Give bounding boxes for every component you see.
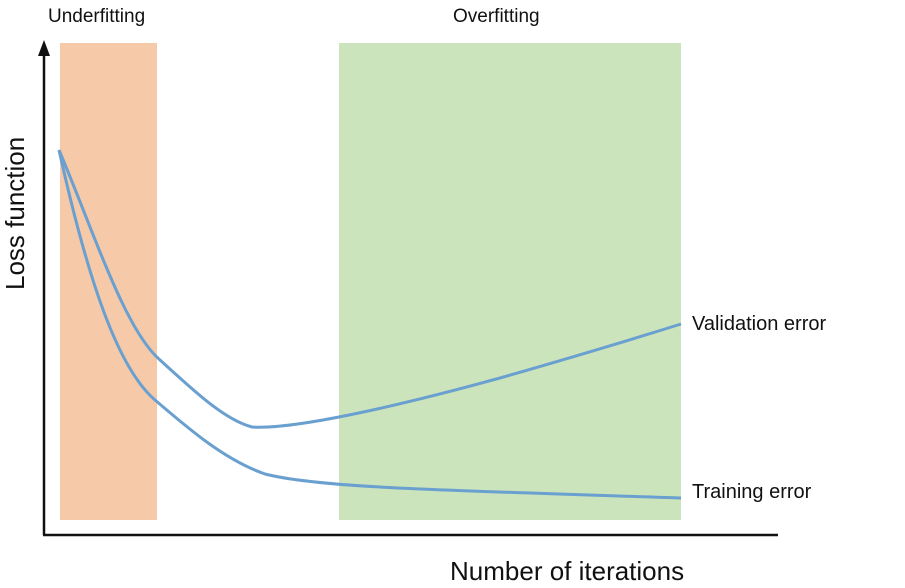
underfitting-label: Underfitting [48, 6, 145, 27]
y-axis-arrow [38, 40, 50, 56]
overfitting-label: Overfitting [453, 6, 540, 27]
validation-error-label: Validation error [692, 313, 826, 335]
overfitting-region [339, 43, 681, 520]
underfitting-region [60, 43, 157, 520]
training-error-curve [57, 149, 682, 500]
training-error-label: Training error [692, 481, 812, 503]
validation-error-curve [57, 149, 682, 429]
x-axis-label: Number of iterations [450, 556, 684, 586]
y-axis-label: Loss function [0, 137, 30, 290]
